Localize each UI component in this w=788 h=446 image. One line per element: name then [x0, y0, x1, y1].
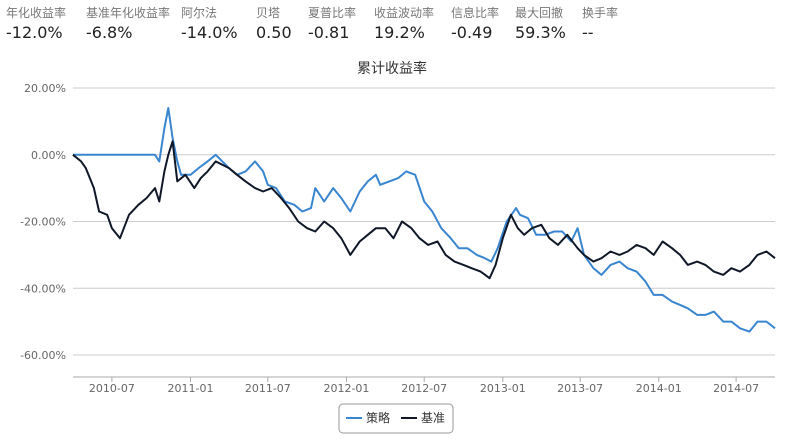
metric-label: 基准年化收益率: [86, 6, 171, 20]
legend-label-1: 基准: [421, 411, 445, 425]
metric-label: 信息比率: [451, 6, 500, 20]
metric-5: 收益波动率 19.2%: [374, 4, 451, 44]
metric-0: 年化收益率 -12.0%: [0, 4, 86, 44]
x-tick-label: 2014-01: [636, 382, 682, 395]
metric-label: 最大回撤: [515, 6, 564, 20]
y-tick-label: 0.00%: [31, 149, 66, 162]
metric-7: 最大回撤 59.3%: [515, 4, 582, 44]
metrics-bar: 年化收益率 -12.0% 基准年化收益率 -6.8% 阿尔法 -14.0% 贝塔 0.50 夏普…: [0, 4, 642, 44]
x-tick-label: 2012-01: [323, 382, 369, 395]
metric-value: 59.3%: [515, 23, 566, 42]
y-tick-label: -40.00%: [20, 282, 66, 295]
x-tick-label: 2012-07: [401, 382, 447, 395]
metric-1: 基准年化收益率 -6.8%: [86, 4, 181, 44]
x-tick-label: 2014-07: [713, 382, 759, 395]
y-tick-label: -60.00%: [20, 349, 66, 362]
x-tick-label: 2010-07: [89, 382, 135, 395]
strategy-line: [73, 107, 776, 333]
metric-6: 信息比率 -0.49: [451, 4, 515, 44]
metric-value: -12.0%: [6, 23, 63, 42]
x-tick-label: 2013-07: [557, 382, 603, 395]
metric-4: 夏普比率 -0.81: [308, 4, 374, 44]
metric-label: 夏普比率: [308, 6, 357, 20]
metric-label: 换手率: [582, 6, 619, 20]
y-tick-label: -20.00%: [20, 216, 66, 229]
x-tick-label: 2011-07: [245, 382, 291, 395]
metric-label: 阿尔法: [181, 6, 218, 20]
chart-title: 累计收益率: [357, 60, 427, 77]
metric-value: --: [582, 23, 594, 42]
metric-value: -6.8%: [86, 23, 133, 42]
metric-value: 19.2%: [374, 23, 425, 42]
legend-box: [338, 403, 454, 434]
benchmark-line: [72, 140, 776, 280]
metric-label: 收益波动率: [374, 6, 435, 20]
metric-label: 贝塔: [256, 6, 281, 20]
metric-value: -0.81: [308, 23, 350, 42]
x-tick-label: 2013-01: [480, 382, 526, 395]
y-tick-label: 20.00%: [24, 82, 66, 95]
metric-8: 换手率 --: [582, 4, 642, 44]
metric-value: -0.49: [451, 23, 493, 42]
metric-value: 0.50: [256, 23, 292, 42]
metric-label: 年化收益率: [6, 6, 67, 20]
metric-value: -14.0%: [181, 23, 238, 42]
legend-label-0: 策略: [366, 410, 390, 425]
metric-2: 阿尔法 -14.0%: [181, 4, 256, 44]
x-tick-label: 2011-01: [168, 382, 214, 395]
metric-3: 贝塔 0.50: [256, 4, 308, 44]
